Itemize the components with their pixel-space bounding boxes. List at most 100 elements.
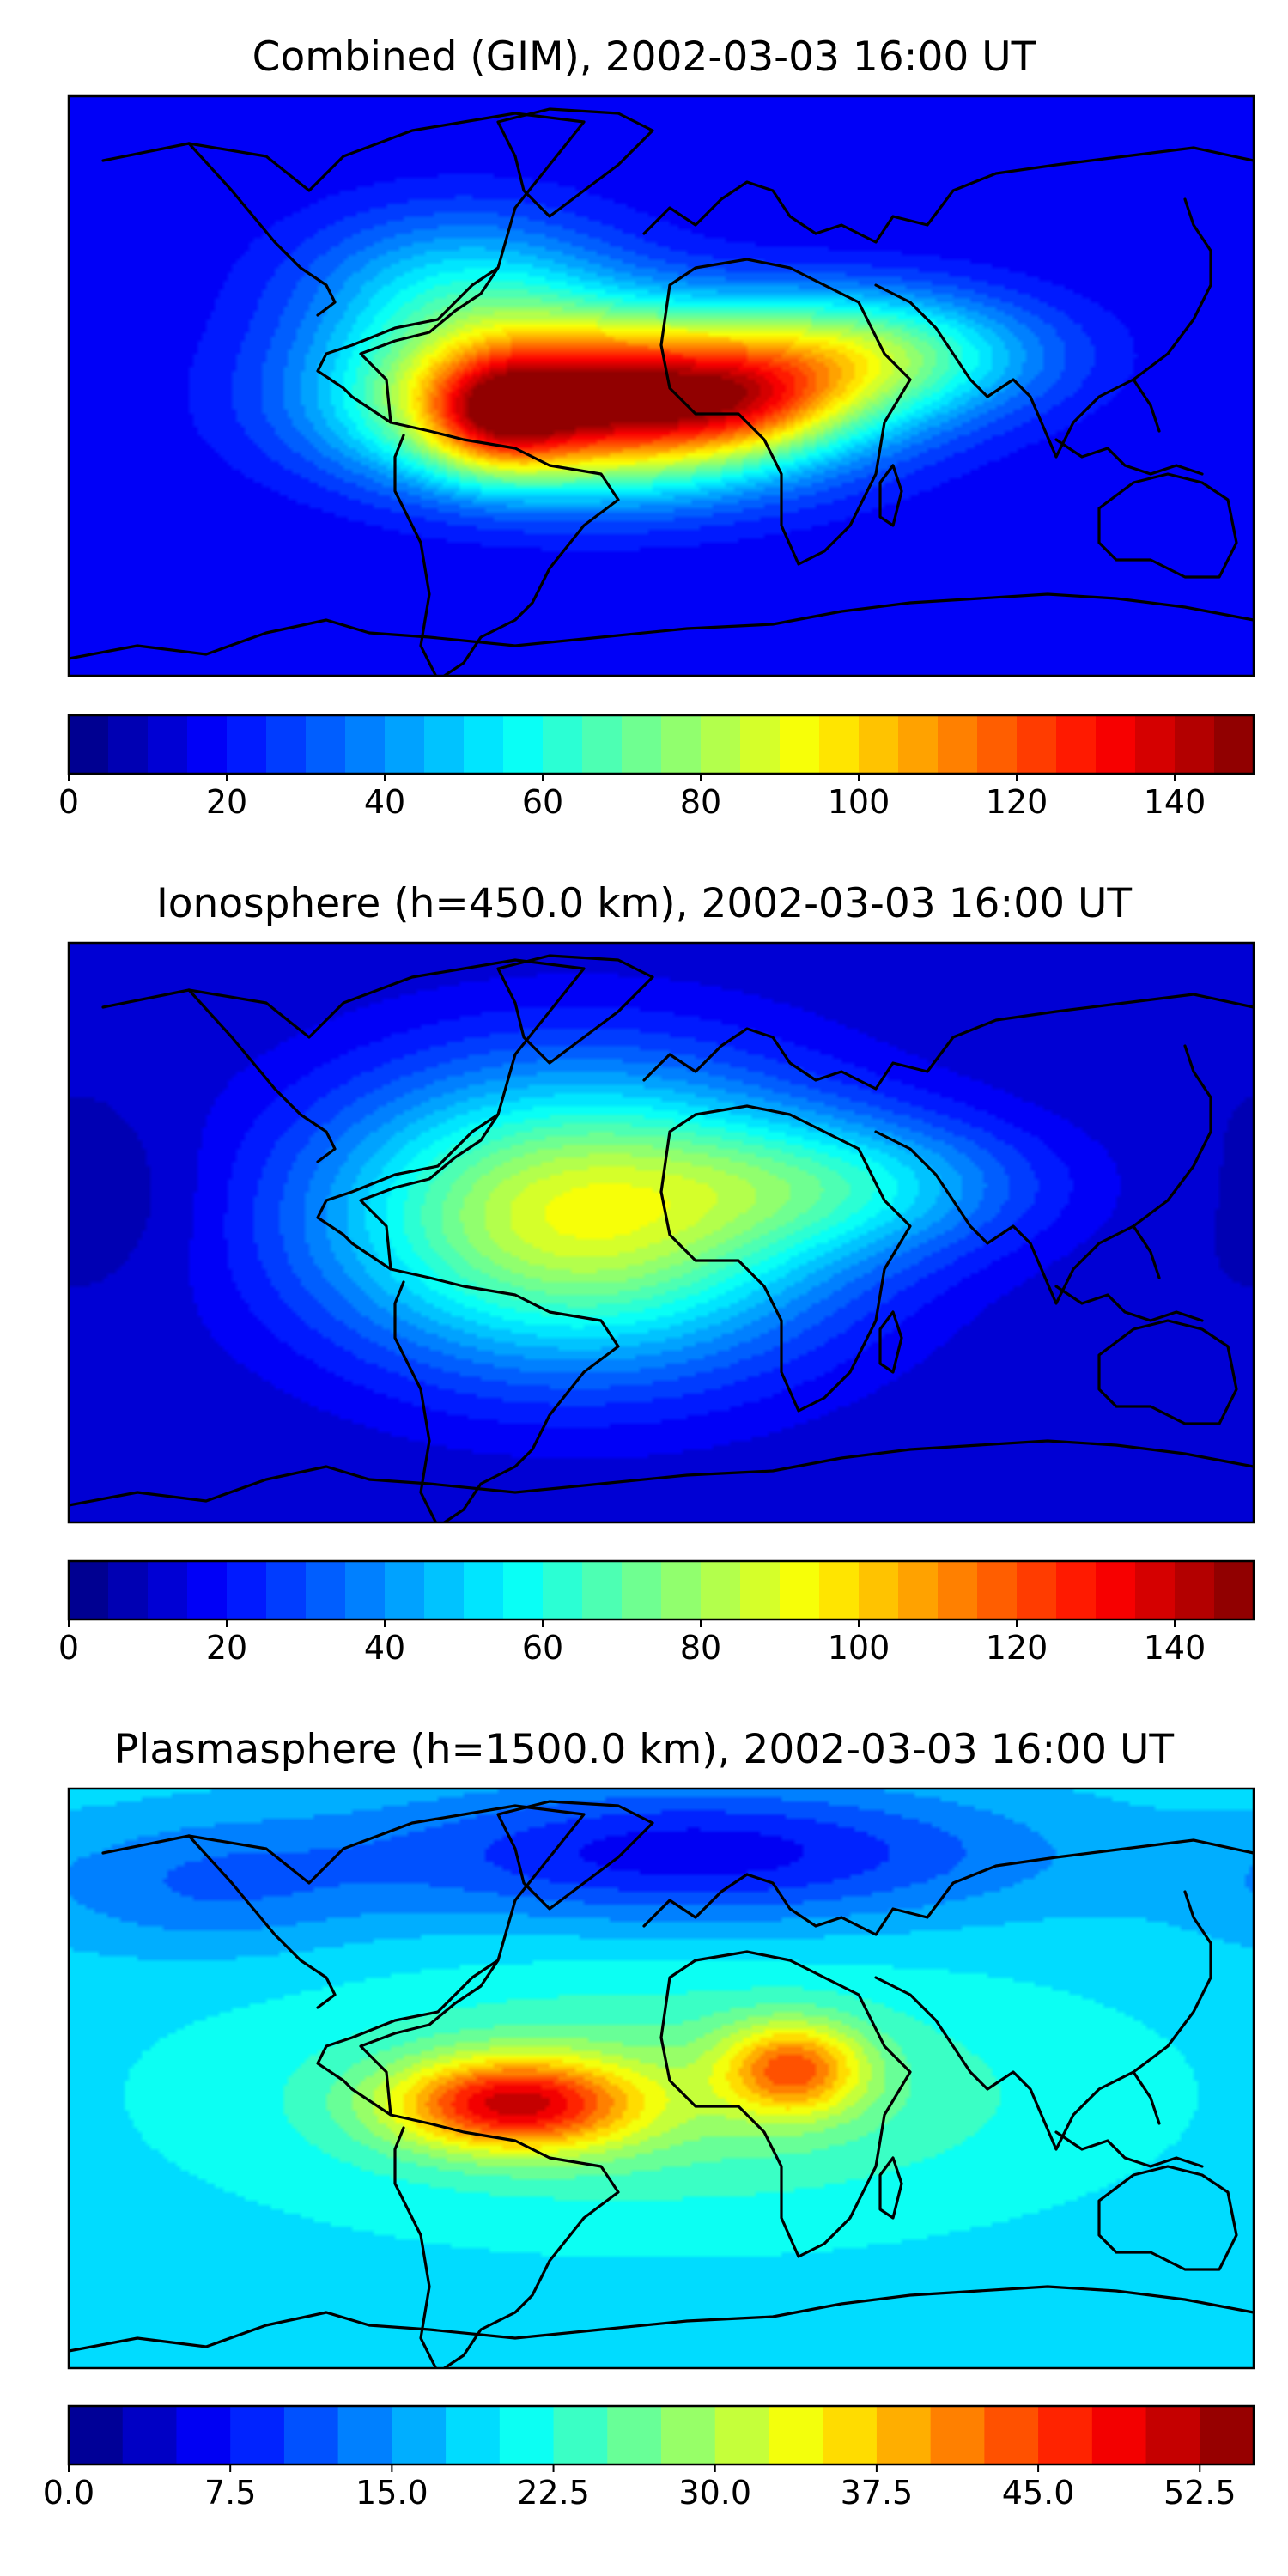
colorbar-3-level-15 [823,2406,878,2464]
colorbar-1-level-22 [898,715,939,774]
colorbar-2-level-20 [819,1561,860,1619]
colorbar-2-frame [67,1559,1255,1621]
colorbar-1-level-21 [859,715,899,774]
chart-2-map-frame [67,941,1255,1524]
colorbar-1-level-17 [701,715,741,774]
colorbar-1-level-23 [938,715,978,774]
chart-3-map [69,1789,1254,2368]
chart-2-heatmap [69,943,1254,1522]
colorbar-1-level-4 [187,715,228,774]
chart-2-map [69,943,1254,1522]
colorbar-3-tick-label-5: 30.0 [678,2474,751,2512]
colorbar-1-tick-label-4: 60 [522,783,563,821]
chart-1-map-frame [67,94,1255,677]
colorbar-1-level-15 [622,715,662,774]
colorbar-3-level-14 [769,2406,823,2464]
colorbar-1-level-13 [543,715,583,774]
colorbar-2-tick-label-8: 140 [1144,1629,1206,1667]
colorbar-2-level-12 [503,1561,544,1619]
colorbar-3-tick-label-4: 22.5 [517,2474,590,2512]
colorbar-3-level-19 [1038,2406,1093,2464]
chart-3-colorbar: 0.0 7.5 15.0 22.5 30.0 37.5 45.0 52.5 [43,2404,1255,2512]
chart-1-title: Combined (GIM), 2002-03-03 16:00 UT [252,33,1036,81]
colorbar-2-level-19 [780,1561,820,1619]
colorbar-1-level-12 [503,715,544,774]
colorbar-1-tick-label-1: 0 [58,783,79,821]
colorbar-2-level-29 [1175,1561,1215,1619]
chart-2-colorbar: 0 20 40 60 80 100 120 140 [58,1559,1255,1667]
colorbar-2-tick-label-5: 80 [680,1629,721,1667]
colorbar-1-tick-label-3: 40 [364,783,405,821]
colorbar-1-level-9 [385,715,425,774]
colorbar-2-tick-label-1: 0 [58,1629,79,1667]
chart-1-heatmap [69,96,1254,676]
colorbar-2-level-9 [385,1561,425,1619]
colorbar-1-level-26 [1056,715,1097,774]
colorbar-2-level-18 [740,1561,781,1619]
colorbar-1-level-19 [780,715,820,774]
colorbar-2-level-7 [306,1561,346,1619]
colorbar-1-level-25 [1017,715,1057,774]
colorbar-1-tick-label-2: 20 [206,783,247,821]
colorbar-3-tick-label-2: 7.5 [204,2474,256,2512]
colorbar-2-level-10 [424,1561,465,1619]
colorbar-1-level-10 [424,715,465,774]
colorbar-2-level-28 [1135,1561,1176,1619]
colorbar-1-level-20 [819,715,860,774]
colorbar-2-level-11 [464,1561,504,1619]
colorbar-3-level-3 [176,2406,231,2464]
colorbar-3-tick-label-3: 15.0 [355,2474,428,2512]
colorbar-2-tick-label-4: 60 [522,1629,563,1667]
colorbar-2-tick-label-3: 40 [364,1629,405,1667]
colorbar-1-level-28 [1135,715,1176,774]
colorbar-3-level-9 [499,2406,555,2464]
colorbar-2-tick-label-2: 20 [206,1629,247,1667]
colorbar-1-level-30 [1214,715,1255,774]
colorbar-1-level-3 [148,715,188,774]
colorbar-1-level-11 [464,715,504,774]
colorbar-2-level-14 [582,1561,623,1619]
colorbar-2-level-5 [227,1561,267,1619]
colorbar-1-level-1 [69,715,109,774]
colorbar-2-level-15 [622,1561,662,1619]
colorbar-3-level-10 [553,2406,608,2464]
colorbar-2-level-24 [977,1561,1018,1619]
colorbar-3-level-21 [1145,2406,1200,2464]
colorbar-3-level-5 [283,2406,339,2464]
colorbar-1-tick-label-5: 80 [680,783,721,821]
colorbar-2-level-25 [1017,1561,1057,1619]
chart-1-map [69,96,1254,676]
colorbar-2-level-27 [1096,1561,1136,1619]
colorbar-3-level-6 [337,2406,392,2464]
colorbar-3-tick-label-7: 45.0 [1002,2474,1075,2512]
colorbar-3-tick-label-1: 0.0 [43,2474,94,2512]
colorbar-2-level-6 [266,1561,307,1619]
colorbar-2-level-16 [661,1561,702,1619]
colorbar-1-frame [67,714,1255,775]
colorbar-3-level-11 [607,2406,662,2464]
colorbar-1-tick-label-6: 100 [828,783,890,821]
chart-3-map-frame [67,1787,1255,2370]
colorbar-1-tick-label-7: 120 [986,783,1048,821]
colorbar-1-level-6 [266,715,307,774]
colorbar-3-level-2 [122,2406,178,2464]
colorbar-3-level-16 [876,2406,932,2464]
chart-1-colorbar: 0 20 40 60 80 100 120 140 [58,714,1255,821]
chart-2: Ionosphere (h=450.0 km), 2002-03-03 16:0… [58,880,1255,1667]
colorbar-3-level-7 [392,2406,447,2464]
colorbar-2-level-3 [148,1561,188,1619]
colorbar-1-level-8 [345,715,386,774]
colorbar-3-tick-label-8: 52.5 [1163,2474,1236,2512]
colorbar-3-tick-label-6: 37.5 [841,2474,914,2512]
colorbar-3-level-17 [930,2406,985,2464]
colorbar-2-level-2 [108,1561,149,1619]
colorbar-3-level-12 [661,2406,716,2464]
colorbar-2-level-13 [543,1561,583,1619]
chart-1: Combined (GIM), 2002-03-03 16:00 UT 0 20 4… [58,33,1255,821]
colorbar-3-level-4 [230,2406,285,2464]
colorbar-1-tick-label-8: 140 [1144,783,1206,821]
colorbar-1-level-5 [227,715,267,774]
colorbar-2-level-30 [1214,1561,1255,1619]
chart-3-title: Plasmasphere (h=1500.0 km), 2002-03-03 1… [114,1726,1174,1773]
